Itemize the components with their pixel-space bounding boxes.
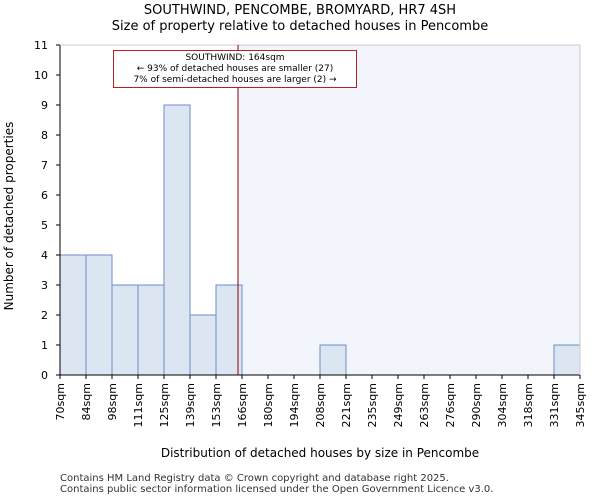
y-tick-label-0: 0 [41, 369, 48, 382]
x-tick-label-263sqm: 263sqm [418, 383, 431, 427]
x-tick-label-221sqm: 221sqm [340, 383, 353, 427]
x-tick-label-70sqm: 70sqm [54, 383, 67, 420]
chart-title: SOUTHWIND, PENCOMBE, BROMYARD, HR7 4SH [143, 3, 457, 18]
bar-84sqm [85, 254, 113, 376]
y-tick-label-9: 9 [41, 99, 48, 112]
x-tick-label-194sqm: 194sqm [288, 383, 301, 427]
annotation-line-2: ← 93% of detached houses are smaller (27… [136, 64, 334, 74]
x-tick-label-208sqm: 208sqm [314, 383, 327, 427]
y-tick-label-6: 6 [41, 189, 48, 202]
bar-125sqm [163, 104, 191, 376]
y-tick-label-11: 11 [34, 39, 48, 52]
annotation-line-1: SOUTHWIND: 164sqm [185, 53, 285, 63]
x-tick-label-125sqm: 125sqm [158, 383, 171, 427]
bar-70sqm [59, 254, 87, 376]
bars-layer [59, 104, 581, 376]
bar-139sqm [189, 314, 217, 376]
y-tick-label-3: 3 [41, 279, 48, 292]
footer-line-2: Contains public sector information licen… [60, 484, 494, 495]
bar-208sqm [319, 344, 347, 376]
x-tick-label-276sqm: 276sqm [444, 383, 457, 427]
x-tick-label-153sqm: 153sqm [210, 383, 223, 427]
y-axis-label: Number of detached properties [2, 122, 16, 311]
x-tick-label-111sqm: 111sqm [132, 383, 145, 427]
y-tick-label-4: 4 [41, 249, 48, 262]
annotation-box: SOUTHWIND: 164sqm ← 93% of detached hous… [113, 50, 357, 88]
y-tick-label-1: 1 [41, 339, 48, 352]
ticks-layer: 0 1 2 3 4 5 6 7 8 9 10 11 70sqm 84sqm 98sqm 111sqm 125sq… [34, 39, 587, 427]
y-tick-label-2: 2 [41, 309, 48, 322]
highlight-region-layer [238, 45, 580, 375]
x-tick-label-345sqm: 345sqm [574, 383, 587, 427]
x-tick-label-180sqm: 180sqm [262, 383, 275, 427]
bar-98sqm [111, 284, 139, 376]
bar-111sqm [137, 284, 165, 376]
x-tick-label-331sqm: 331sqm [548, 383, 561, 427]
y-tick-label-7: 7 [41, 159, 48, 172]
x-tick-label-84sqm: 84sqm [80, 383, 93, 420]
y-tick-label-5: 5 [41, 219, 48, 232]
x-tick-label-166sqm: 166sqm [236, 383, 249, 427]
x-tick-label-139sqm: 139sqm [184, 383, 197, 427]
larger-region-shading [238, 45, 580, 375]
chart-subtitle: Size of property relative to detached ho… [111, 19, 489, 34]
bar-331sqm [553, 344, 581, 376]
x-tick-label-235sqm: 235sqm [366, 383, 379, 427]
x-tick-label-98sqm: 98sqm [106, 383, 119, 420]
annotation-line-3: 7% of semi-detached houses are larger (2… [133, 75, 337, 85]
x-tick-label-249sqm: 249sqm [392, 383, 405, 427]
footer-line-1: Contains HM Land Registry data © Crown c… [60, 473, 449, 484]
x-tick-label-304sqm: 304sqm [496, 383, 509, 427]
x-tick-label-318sqm: 318sqm [522, 383, 535, 427]
y-tick-label-8: 8 [41, 129, 48, 142]
x-tick-label-290sqm: 290sqm [470, 383, 483, 427]
y-tick-label-10: 10 [34, 69, 48, 82]
x-axis-label: Distribution of detached houses by size … [161, 446, 479, 460]
